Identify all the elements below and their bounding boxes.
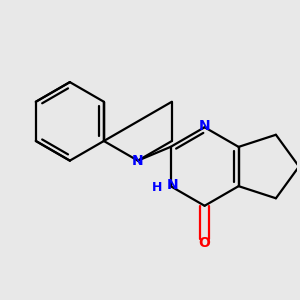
Text: N: N [132,154,144,168]
Text: N: N [199,118,210,133]
Text: N: N [167,178,178,191]
Text: H: H [152,181,163,194]
Text: O: O [199,236,211,250]
